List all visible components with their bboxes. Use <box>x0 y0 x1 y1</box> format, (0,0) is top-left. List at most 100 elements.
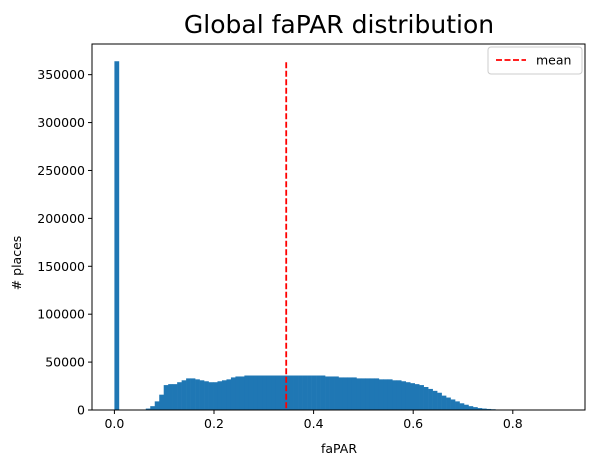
histogram-bar <box>217 381 223 410</box>
histogram-bar <box>347 377 353 410</box>
histogram-bar <box>190 378 196 410</box>
histogram-bar <box>221 380 227 410</box>
histogram-bar <box>472 407 478 410</box>
histogram-bar <box>177 382 182 410</box>
histogram-bar <box>378 379 384 410</box>
x-axis-label: faPAR <box>321 441 357 456</box>
histogram-bar <box>248 375 254 410</box>
y-tick-label: 100000 <box>37 307 85 322</box>
histogram-bar <box>230 377 236 410</box>
histogram-bar <box>239 376 245 410</box>
histogram-bar <box>208 382 214 410</box>
histogram-bar <box>419 385 424 410</box>
histogram-bar <box>477 408 483 410</box>
histogram-bar <box>213 382 218 410</box>
histogram-bar <box>262 375 268 410</box>
histogram-bar <box>450 399 456 410</box>
histogram-bar <box>356 378 362 410</box>
histogram-bar <box>369 378 375 410</box>
x-tick-label: 0.2 <box>204 416 224 431</box>
histogram-bar <box>298 375 303 410</box>
histogram-bar <box>168 384 173 410</box>
histogram-bar <box>423 387 429 410</box>
histogram-bar <box>446 397 451 410</box>
histogram-bar <box>289 375 294 410</box>
histogram-bar <box>302 375 308 410</box>
legend-mean-label: mean <box>536 53 571 68</box>
y-tick-label: 250000 <box>37 163 85 178</box>
y-axis-label: # places <box>9 236 24 291</box>
histogram-bar <box>486 408 492 410</box>
histogram-bar <box>244 375 250 410</box>
histogram-bar <box>114 61 120 410</box>
histogram-bar <box>338 377 344 410</box>
histogram-bar <box>428 388 433 410</box>
histogram-bar <box>459 403 465 410</box>
histogram-bar <box>374 378 380 410</box>
histogram-bar <box>334 376 339 410</box>
histogram-bar <box>204 381 209 410</box>
y-tick-label: 150000 <box>37 259 85 274</box>
histogram-bar <box>311 375 317 410</box>
histogram-bar <box>329 376 335 410</box>
y-tick-label: 0 <box>77 403 85 418</box>
legend-box <box>487 46 583 75</box>
histogram-bar <box>392 380 398 410</box>
histogram-bar <box>441 395 447 410</box>
histogram-bar <box>455 401 460 410</box>
histogram-bar <box>320 375 326 410</box>
y-tick-label: 300000 <box>37 115 85 130</box>
histogram-bar <box>199 380 205 410</box>
x-axis: 0.0 0.2 0.4 0.6 0.8 <box>104 410 523 431</box>
x-tick-label: 0.0 <box>104 416 124 431</box>
y-tick-label: 350000 <box>37 67 85 82</box>
histogram-bar <box>186 378 191 410</box>
histogram-bar <box>307 375 312 410</box>
histogram-bar <box>481 408 487 410</box>
histogram-bar <box>275 375 281 410</box>
x-tick-label: 0.4 <box>304 416 324 431</box>
histogram-bar <box>365 378 371 410</box>
histogram-bar <box>280 375 286 410</box>
histogram-bar <box>463 404 469 410</box>
histogram-bar <box>145 408 151 410</box>
histogram-bar <box>437 392 442 410</box>
y-axis: 0 50000 100000 150000 200000 250000 300000 3500… <box>37 67 92 418</box>
histogram-bar <box>271 375 277 410</box>
histogram-bar <box>432 390 438 410</box>
plot-frame <box>91 43 586 411</box>
histogram-bar <box>342 377 348 410</box>
histogram-bars <box>114 61 519 410</box>
histogram-bar <box>468 406 474 410</box>
histogram-bar <box>383 379 389 410</box>
histogram-bar <box>172 384 178 410</box>
histogram-bar <box>154 401 160 410</box>
histogram-bar <box>414 384 420 410</box>
histogram-bar <box>387 379 393 410</box>
histogram-bar <box>284 375 290 410</box>
histogram-bar <box>195 379 200 410</box>
histogram-bar <box>351 377 357 410</box>
histogram-bar <box>396 380 402 410</box>
histogram-bar <box>150 406 156 410</box>
histogram-bar <box>316 375 321 410</box>
histogram-bar <box>405 382 411 410</box>
histogram-bar <box>226 379 232 410</box>
histogram-bar <box>325 376 330 410</box>
chart-title: Global faPAR distribution <box>184 10 494 39</box>
histogram-bar <box>253 375 259 410</box>
histogram-bar <box>159 394 165 410</box>
histogram-bar <box>163 385 169 410</box>
histogram-bar <box>181 380 187 410</box>
histogram-bar <box>410 383 415 410</box>
histogram-bar <box>266 375 272 410</box>
y-tick-label: 50000 <box>45 355 85 370</box>
histogram-bar <box>257 375 263 410</box>
histogram-bar <box>235 376 241 410</box>
histogram-bar <box>293 375 299 410</box>
histogram-bar <box>360 378 366 410</box>
x-tick-label: 0.8 <box>503 416 523 431</box>
histogram-bar <box>401 381 407 410</box>
x-tick-label: 0.6 <box>403 416 423 431</box>
